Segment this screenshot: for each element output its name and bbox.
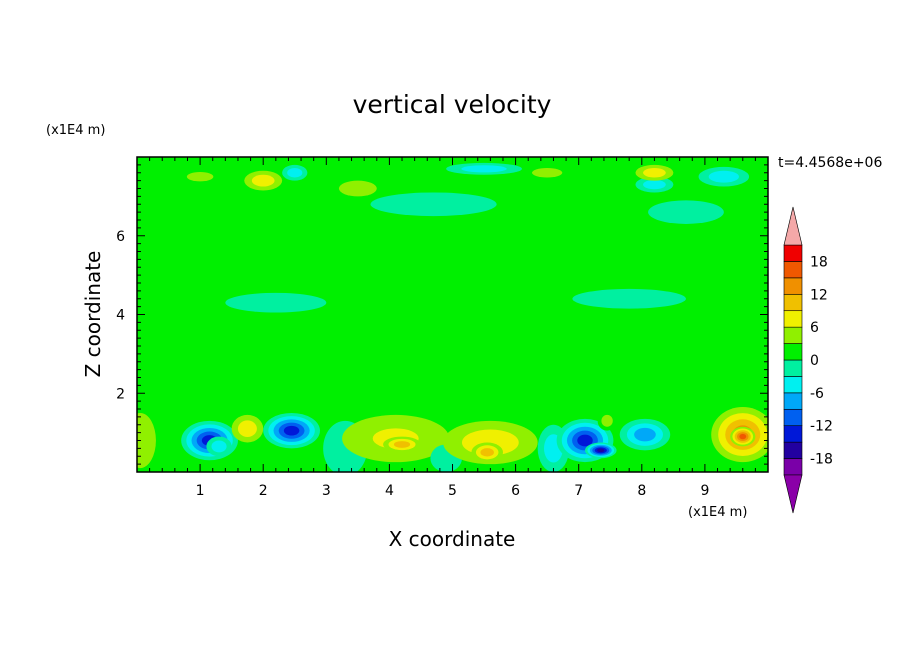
y-unit-label: (x1E4 m)	[46, 123, 105, 138]
contour-cell-15-3	[634, 427, 656, 442]
colorbar-cell	[783, 277, 803, 295]
contour-cell-1-2	[211, 440, 227, 453]
contour-cell-35-1	[225, 292, 327, 313]
contour-cell-14-2	[601, 414, 613, 427]
contour-cell-18-2	[186, 171, 214, 182]
contour-cell-20-2	[287, 168, 303, 178]
colorbar-cell	[783, 425, 803, 443]
contour-cell-4-5	[283, 425, 300, 436]
contour-cell-21-1	[338, 180, 377, 197]
colorbar-tick-label: 12	[810, 287, 828, 303]
x-tick-label: 8	[637, 483, 646, 499]
time-label: t=4.4568e+06	[778, 155, 882, 171]
x-tick-label: 9	[700, 483, 709, 499]
colorbar-cell	[783, 441, 803, 459]
contour-cell-22-2	[532, 168, 563, 178]
x-tick-label: 1	[196, 483, 205, 499]
y-tick-label: 4	[116, 308, 125, 324]
contour-cell-2-1	[137, 412, 156, 469]
contour-cell-10-3	[480, 448, 494, 457]
colorbar-cell	[783, 326, 803, 344]
x-axis-label: X coordinate	[389, 527, 516, 551]
colorbar-cell	[783, 244, 803, 262]
colorbar-cell	[783, 293, 803, 312]
colorbar-tick-label: 6	[810, 320, 819, 336]
x-tick-label: 6	[511, 483, 520, 499]
contour-cell-28-1	[439, 261, 592, 282]
x-tick-label: 5	[448, 483, 457, 499]
colorbar-cell	[783, 376, 803, 394]
colorbar-tick-label: 0	[810, 353, 819, 369]
contour-cell-32-1	[534, 342, 686, 366]
colorbar-cell	[783, 310, 803, 328]
y-tick-labels: 2 4 6	[116, 229, 125, 403]
contour-cell-29-1	[155, 216, 308, 240]
contour-cell-27-1	[225, 249, 428, 278]
y-axis-label: Z coordinate	[81, 251, 105, 378]
colorbar-tick-label: -12	[810, 419, 833, 435]
contour-cell-24-2	[643, 168, 666, 178]
y-tick-label: 2	[116, 386, 125, 402]
contour-cell-34-1	[370, 192, 497, 217]
contour-cell-33-1	[212, 351, 339, 372]
colorbar-cell	[783, 343, 803, 361]
contour-cell-12-5	[577, 434, 593, 447]
colorbar-cell	[783, 458, 803, 476]
contour-cell-26-2	[461, 165, 507, 173]
contour-cell-23-2	[643, 179, 666, 190]
x-tick-label: 4	[385, 483, 394, 499]
contour-cell-36-1	[572, 288, 686, 309]
contour-field	[137, 157, 768, 472]
contour-cell-7-3	[393, 441, 411, 448]
colorbar: 18 12 6 0 -6 -12 -18	[783, 206, 833, 514]
colorbar-cell	[783, 408, 803, 427]
colorbar-over-triangle	[783, 206, 803, 246]
colorbar-cell	[783, 261, 803, 279]
axis-ticks	[137, 157, 769, 472]
contour-cell-17-5	[739, 433, 747, 440]
colorbar-tick-label: 18	[810, 254, 828, 270]
colorbar-tick-label: -18	[810, 452, 833, 468]
x-tick-labels: 1 2 3 4 5 6 7 8 9	[196, 483, 710, 499]
contour-cell-30-1	[610, 231, 737, 256]
contour-cell-19-2	[251, 174, 275, 187]
colorbar-cell	[783, 359, 803, 377]
contour-cell-31-1	[307, 326, 535, 350]
y-tick-label: 6	[116, 229, 125, 245]
contour-cell-13-6	[597, 448, 605, 453]
x-tick-label: 7	[574, 483, 583, 499]
colorbar-under-triangle	[783, 474, 803, 514]
colorbar-cell	[783, 392, 803, 410]
chart-title: vertical velocity	[353, 90, 552, 119]
x-tick-label: 3	[322, 483, 331, 499]
x-tick-label: 2	[259, 483, 268, 499]
contour-cell-3-2	[237, 420, 257, 437]
x-unit-label: (x1E4 m)	[688, 505, 747, 520]
contour-cell-25-2	[708, 170, 739, 183]
contour-cell-37-1	[648, 200, 724, 224]
colorbar-tick-label: -6	[810, 386, 824, 402]
